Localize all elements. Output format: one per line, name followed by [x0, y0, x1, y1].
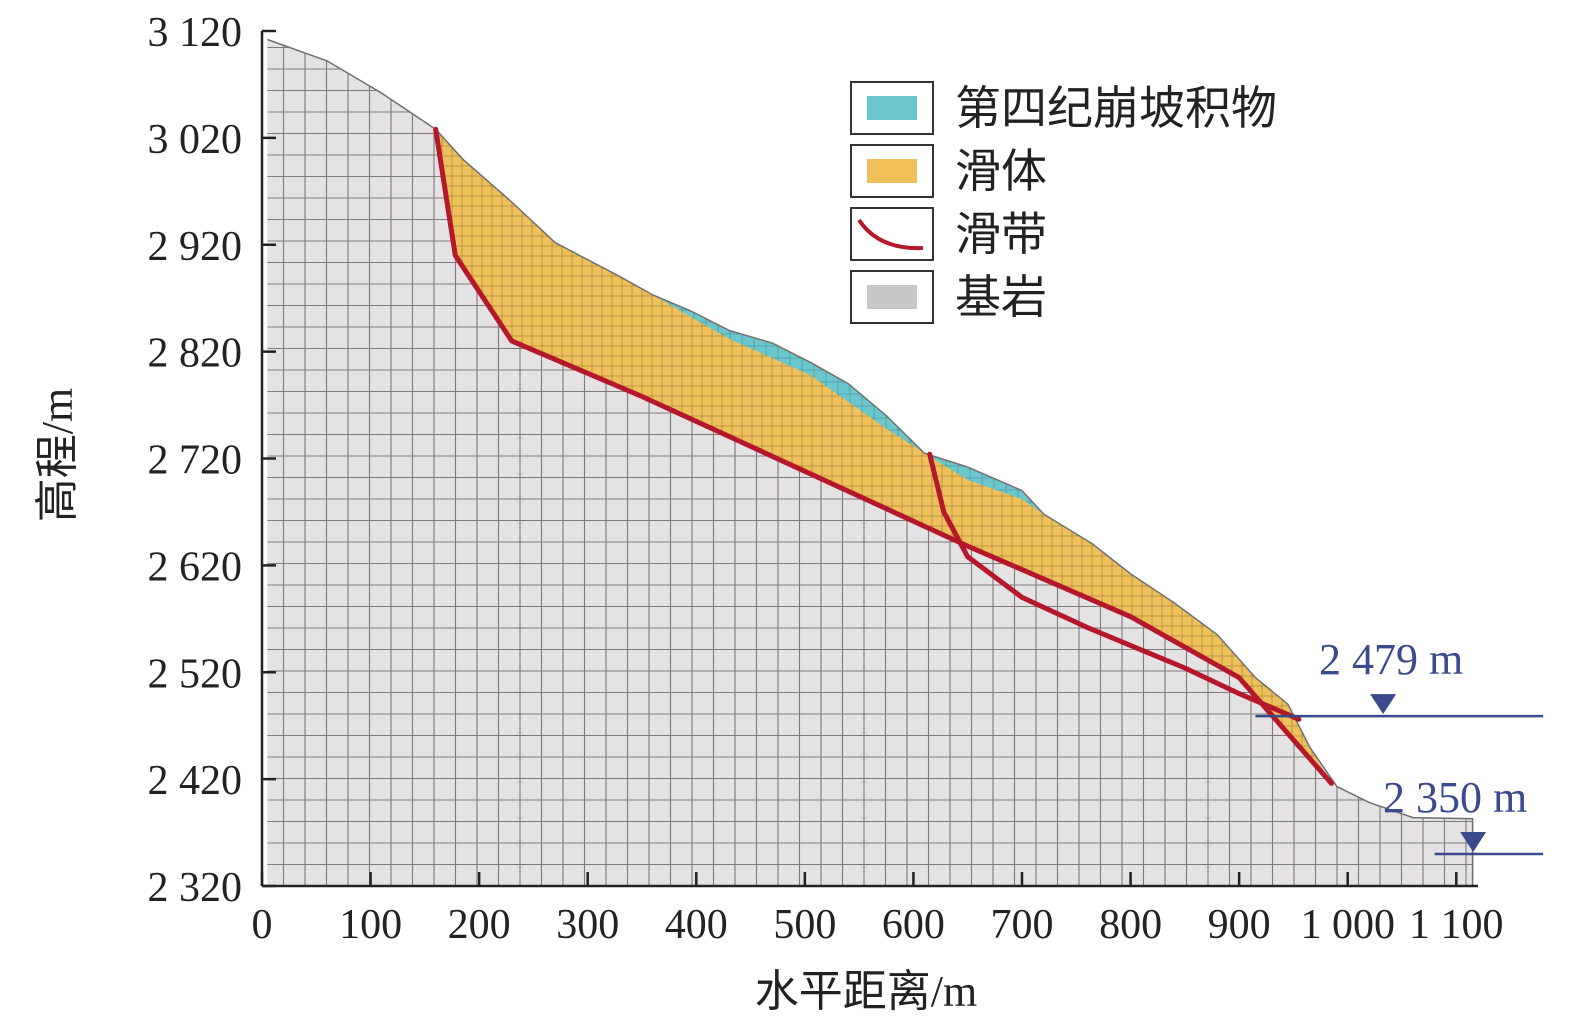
- x-tick-label: 800: [1099, 902, 1162, 948]
- y-tick-label: 3 020: [148, 117, 243, 163]
- y-tick-label: 3 120: [148, 10, 243, 56]
- legend-label-bedrock: 基岩: [955, 272, 1047, 323]
- y-axis-title: 高程/m: [33, 388, 82, 522]
- slip-zone-line: [927, 451, 1302, 722]
- legend-color-slide_body: [867, 159, 917, 183]
- water-level-triangle-icon: [1370, 694, 1397, 715]
- water-level-label: 2 350 m: [1383, 773, 1527, 822]
- water-level-markers: 2 479 m 2 350 m: [1255, 635, 1544, 856]
- x-tick-label: 600: [882, 902, 945, 948]
- x-axis-title: 水平距离/m: [755, 967, 977, 1016]
- y-tick-label: 2 320: [148, 865, 243, 911]
- x-tick-label: 700: [991, 902, 1054, 948]
- water-level-label: 2 479 m: [1319, 635, 1463, 684]
- x-tick-label: 900: [1208, 902, 1271, 948]
- x-tick-label: 100: [339, 902, 402, 948]
- x-tick-label: 400: [665, 902, 728, 948]
- legend-label-deposit: 第四纪崩坡积物: [955, 83, 1277, 134]
- slip-zone-lines: [433, 126, 1334, 786]
- legend-label-slip_zone: 滑带: [955, 209, 1047, 260]
- x-tick-label: 1 100: [1409, 902, 1504, 948]
- y-tick-label: 2 820: [148, 331, 243, 377]
- x-tick-label: 1 000: [1300, 902, 1395, 948]
- y-tick-label: 2 720: [148, 438, 243, 484]
- x-tick-label: 300: [556, 902, 619, 948]
- legend-swatch-slip_zone: [850, 207, 934, 261]
- y-tick-label: 2 620: [148, 544, 243, 590]
- axes: 3 120 3 020 2 920 2 820 2 720 2 620 2 520 2 420…: [148, 10, 1504, 948]
- x-tick-label: 500: [773, 902, 836, 948]
- deposit-fill: [652, 295, 1044, 515]
- legend-label-slide_body: 滑体: [955, 146, 1047, 197]
- legend-color-bedrock: [867, 285, 917, 309]
- x-tick-label: 200: [448, 902, 511, 948]
- y-tick-label: 2 420: [148, 758, 243, 804]
- water-level-triangle-icon: [1460, 831, 1487, 852]
- x-tick-label: 0: [252, 902, 273, 948]
- y-tick-label: 2 920: [148, 224, 243, 270]
- legend-color-deposit: [867, 96, 917, 120]
- legend-slip-line-icon: [857, 218, 924, 251]
- slip-zone-line: [433, 126, 1334, 786]
- ground-surface-line: [267, 38, 1474, 887]
- y-tick-label: 2 520: [148, 651, 243, 697]
